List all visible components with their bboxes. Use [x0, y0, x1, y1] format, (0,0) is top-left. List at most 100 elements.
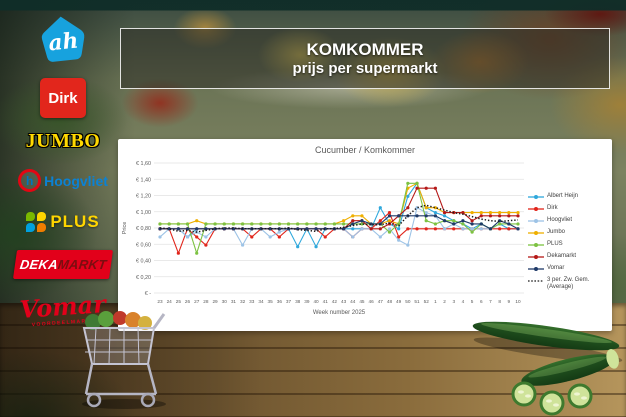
- svg-text:2: 2: [443, 299, 446, 304]
- legend-swatch-icon: [528, 219, 544, 224]
- svg-text:25: 25: [176, 299, 182, 304]
- svg-text:44: 44: [350, 299, 356, 304]
- svg-text:47: 47: [378, 299, 384, 304]
- jumbo-logo-text: JUMBO: [25, 130, 101, 152]
- svg-text:24: 24: [167, 299, 173, 304]
- page-title: KOMKOMMER: [306, 40, 424, 60]
- cucumber-photo: [472, 321, 623, 416]
- hoogvliet-ring-icon: h: [18, 169, 42, 192]
- legend-swatch-icon: [528, 280, 544, 282]
- legend-swatch-icon: [528, 267, 544, 272]
- svg-text:9: 9: [508, 299, 511, 304]
- svg-text:35: 35: [268, 299, 274, 304]
- svg-text:€ 1,00: € 1,00: [136, 210, 151, 216]
- svg-text:ah: ah: [47, 28, 79, 56]
- svg-text:32: 32: [240, 299, 246, 304]
- dirk-logo: Dirk: [40, 78, 86, 118]
- svg-text:48: 48: [387, 299, 393, 304]
- svg-text:€ -: € -: [145, 291, 151, 297]
- dekamarkt-logo: DEKA MARKT: [12, 250, 114, 279]
- svg-text:34: 34: [258, 299, 264, 304]
- legend-label: 3 per. Zw. Gem. (Average): [547, 277, 590, 290]
- legend-item: PLUS: [528, 241, 606, 248]
- svg-text:1: 1: [434, 299, 437, 304]
- svg-text:38: 38: [295, 299, 301, 304]
- svg-text:5: 5: [471, 299, 474, 304]
- svg-text:Week number 2025: Week number 2025: [313, 310, 366, 316]
- svg-text:4: 4: [462, 299, 465, 304]
- jumbo-logo: JUMBO: [26, 130, 101, 153]
- svg-text:45: 45: [359, 299, 365, 304]
- svg-text:23: 23: [157, 299, 163, 304]
- legend-label: Vomar: [547, 265, 565, 272]
- supermarket-logo-column: ah Dirk JUMBO h Hoogvliet PLUS DEKA MARKT…: [12, 8, 114, 328]
- legend-swatch-icon: [528, 231, 544, 236]
- svg-text:39: 39: [304, 299, 310, 304]
- cucumber-slices: [511, 381, 593, 416]
- legend-label: Dirk: [547, 205, 558, 212]
- legend-label: Albert Heijn: [547, 193, 579, 200]
- plus-clover-icon: [26, 212, 47, 232]
- chart-legend: Albert Heijn Dirk Hoogvliet Jumbo PLUS Dekama…: [528, 155, 606, 323]
- svg-text:29: 29: [212, 299, 218, 304]
- svg-text:27: 27: [194, 299, 200, 304]
- svg-text:50: 50: [405, 299, 411, 304]
- legend-label: Dekamarkt: [547, 253, 577, 260]
- svg-text:49: 49: [396, 299, 402, 304]
- legend-item: Dekamarkt: [528, 253, 606, 260]
- hoogvliet-logo-text: Hoogvliet: [44, 172, 108, 189]
- svg-text:46: 46: [369, 299, 375, 304]
- svg-text:€ 0,80: € 0,80: [136, 226, 151, 232]
- svg-text:33: 33: [249, 299, 255, 304]
- chart-panel: Cucumber / Komkommer € 1,60 € 1,40 € 1,20 €…: [118, 139, 612, 331]
- chart-body: € 1,60 € 1,40 € 1,20 € 1,00 € 0,80 € 0,60 € 0,…: [120, 155, 610, 323]
- svg-text:36: 36: [277, 299, 283, 304]
- svg-text:37: 37: [286, 299, 292, 304]
- dekamarkt-logo-text-deka: DEKA: [18, 257, 59, 272]
- legend-item: Dirk: [528, 205, 606, 212]
- svg-text:Price: Price: [122, 222, 128, 235]
- price-chart: € 1,60 € 1,40 € 1,20 € 1,00 € 0,80 € 0,60 € 0,…: [122, 161, 524, 316]
- legend-item: 3 per. Zw. Gem. (Average): [528, 277, 606, 291]
- svg-text:6: 6: [480, 299, 483, 304]
- plus-logo-text: PLUS: [50, 212, 100, 231]
- albert-heijn-house-icon: ah: [41, 16, 85, 62]
- svg-text:43: 43: [341, 299, 347, 304]
- svg-text:40: 40: [313, 299, 319, 304]
- albert-heijn-logo: ah: [37, 14, 89, 64]
- legend-label: PLUS: [547, 241, 563, 248]
- legend-label: Jumbo: [547, 229, 566, 236]
- svg-text:31: 31: [231, 299, 237, 304]
- legend-item: Albert Heijn: [528, 193, 606, 200]
- svg-text:7: 7: [489, 299, 492, 304]
- svg-text:42: 42: [332, 299, 338, 304]
- hoogvliet-logo: h Hoogvliet: [18, 169, 108, 192]
- legend-swatch-icon: [528, 243, 544, 248]
- chart-title: Cucumber / Komkommer: [314, 145, 416, 155]
- page-subtitle: prijs per supermarkt: [292, 59, 438, 77]
- shopping-cart-photo: [82, 311, 166, 409]
- legend-item: Jumbo: [528, 229, 606, 236]
- svg-text:51: 51: [414, 299, 420, 304]
- legend-swatch-icon: [528, 207, 544, 212]
- legend-label: Hoogvliet: [547, 217, 573, 224]
- svg-text:€ 1,40: € 1,40: [136, 177, 151, 183]
- plus-logo: PLUS: [26, 212, 99, 232]
- legend-item: Vomar: [528, 265, 606, 272]
- dirk-logo-text: Dirk: [48, 89, 78, 107]
- svg-text:€ 1,20: € 1,20: [136, 194, 151, 200]
- svg-text:€ 0,40: € 0,40: [136, 259, 151, 265]
- legend-swatch-icon: [528, 255, 544, 260]
- svg-text:10: 10: [515, 299, 521, 304]
- title-banner: KOMKOMMER prijs per supermarkt: [120, 28, 610, 89]
- svg-text:30: 30: [222, 299, 228, 304]
- svg-text:8: 8: [498, 299, 501, 304]
- svg-text:€ 0,60: € 0,60: [136, 242, 151, 248]
- svg-text:41: 41: [323, 299, 329, 304]
- svg-text:26: 26: [185, 299, 191, 304]
- legend-item: Hoogvliet: [528, 217, 606, 224]
- dekamarkt-logo-text-markt: MARKT: [56, 257, 108, 272]
- svg-text:3: 3: [452, 299, 455, 304]
- legend-swatch-icon: [528, 195, 544, 200]
